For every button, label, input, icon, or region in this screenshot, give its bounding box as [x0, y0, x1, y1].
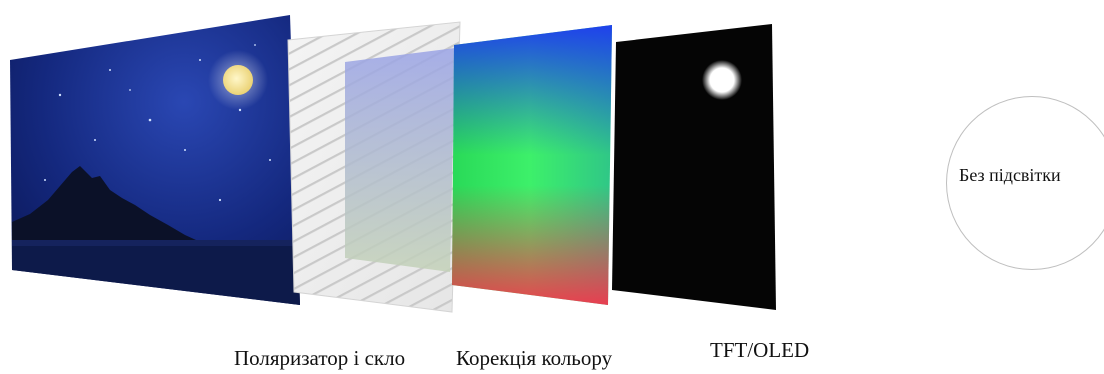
moon-icon [223, 65, 253, 95]
mountain-silhouette [12, 166, 196, 242]
color-correction-label: Корекція кольору [456, 346, 613, 370]
polarizer-glass-panel [287, 21, 461, 313]
tft-oled-label: TFT/OLED [710, 338, 810, 362]
color-correction-panel [452, 25, 612, 305]
night-scene-panel [10, 15, 300, 305]
no-backlight-circle: Без підсвітки [946, 96, 1104, 270]
light-spot-icon [702, 60, 742, 100]
polarizer-glass-label: Поляризатор і скло [234, 346, 406, 370]
no-backlight-label: Без підсвітки [959, 165, 1061, 185]
tft-oled-panel [612, 24, 776, 310]
